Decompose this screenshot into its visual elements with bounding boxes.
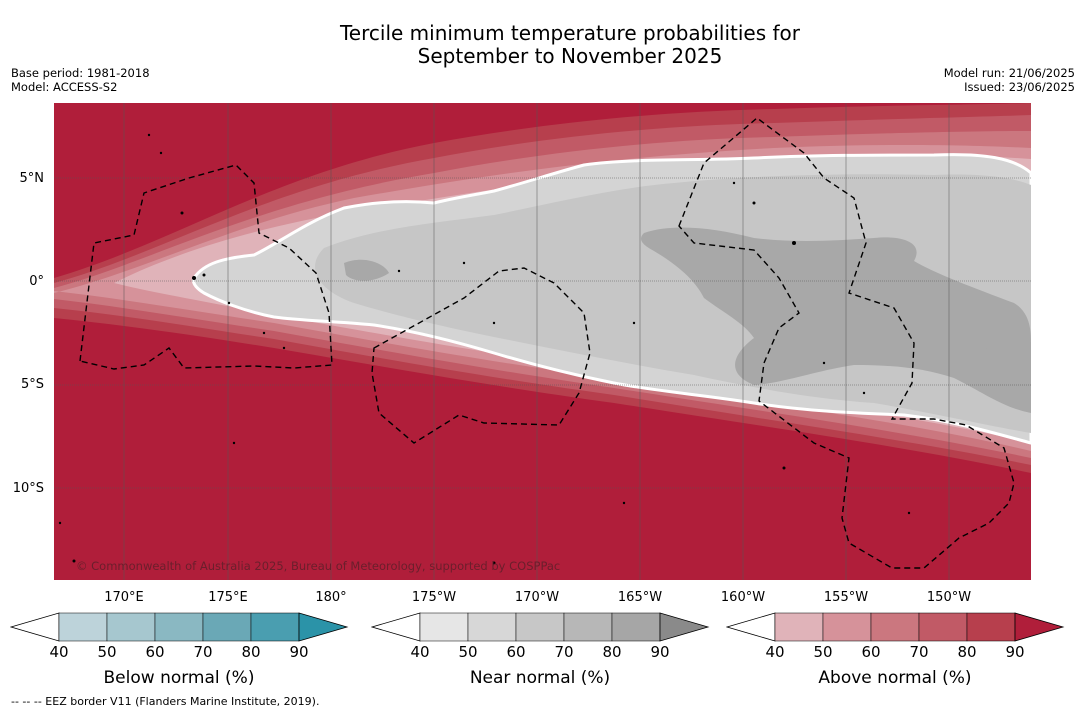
lat-label-5n: 5°N	[19, 171, 45, 186]
model-name: Model: ACCESS-S2	[11, 80, 118, 94]
cbar-below-tick-80: 80	[241, 643, 261, 661]
colorbar-above-normal	[726, 612, 1065, 642]
lon-label-170e: 170°E	[104, 590, 144, 605]
lon-label-155w: 155°W	[823, 590, 869, 605]
cbar-below-title: Below normal (%)	[103, 668, 255, 688]
title-line-2: September to November 2025	[417, 44, 723, 68]
cbar-below-tick-40: 40	[49, 643, 69, 661]
map-svg	[54, 103, 1031, 580]
meta-left: Base period: 1981-2018 Model: ACCESS-S2	[11, 66, 150, 94]
base-period: Base period: 1981-2018	[11, 66, 150, 80]
cbar-above-tick-50: 50	[813, 643, 833, 661]
cbar-above-tick-80: 80	[957, 643, 977, 661]
colorbar-near-normal	[371, 612, 710, 642]
cbar-below-tick-50: 50	[97, 643, 117, 661]
lon-label-160w: 160°W	[720, 590, 766, 605]
cbar-above-title: Above normal (%)	[818, 668, 972, 688]
lon-label-170w: 170°W	[514, 590, 560, 605]
lon-label-175e: 175°E	[208, 590, 248, 605]
cbar-near-tick-70: 70	[554, 643, 574, 661]
lon-label-165w: 165°W	[617, 590, 663, 605]
eez-footnote: -- -- -- EEZ border V11 (Flanders Marine…	[11, 695, 320, 708]
lat-label-10s: 10°S	[12, 481, 44, 496]
cbar-near-tick-40: 40	[410, 643, 430, 661]
meta-right: Model run: 21/06/2025 Issued: 23/06/2025	[944, 66, 1075, 94]
lon-label-180: 180°	[315, 590, 347, 605]
lat-label-0: 0°	[29, 274, 44, 289]
cbar-above-tick-60: 60	[861, 643, 881, 661]
band-near-70c	[974, 344, 1031, 393]
map-title: Tercile minimum temperature probabilitie…	[0, 22, 1085, 68]
model-run: Model run: 21/06/2025	[943, 66, 1075, 80]
lon-label-150w: 150°W	[926, 590, 972, 605]
cbar-near-tick-90: 90	[650, 643, 670, 661]
copyright-notice: © Commonwealth of Australia 2025, Bureau…	[76, 559, 561, 573]
band-near-70	[641, 227, 1031, 413]
cbar-near-tick-80: 80	[602, 643, 622, 661]
lon-label-175w: 175°W	[411, 590, 457, 605]
cbar-above-tick-70: 70	[909, 643, 929, 661]
eez-borders	[79, 117, 1015, 569]
colorbar-below-normal	[10, 612, 349, 642]
cbar-below-tick-70: 70	[193, 643, 213, 661]
cbar-above-tick-40: 40	[765, 643, 785, 661]
band-near-60	[315, 174, 1031, 434]
cbar-above-tick-90: 90	[1005, 643, 1025, 661]
lat-label-5s: 5°S	[20, 377, 44, 392]
issued-date: Issued: 23/06/2025	[964, 80, 1075, 94]
title-line-1: Tercile minimum temperature probabilitie…	[339, 21, 801, 45]
band-near-70b	[344, 259, 389, 281]
cbar-near-tick-60: 60	[506, 643, 526, 661]
cbar-near-title: Near normal (%)	[469, 668, 611, 688]
cbar-below-tick-60: 60	[145, 643, 165, 661]
islands	[58, 133, 911, 565]
map-area[interactable]	[54, 103, 1031, 580]
cbar-below-tick-90: 90	[289, 643, 309, 661]
cbar-near-tick-50: 50	[458, 643, 478, 661]
